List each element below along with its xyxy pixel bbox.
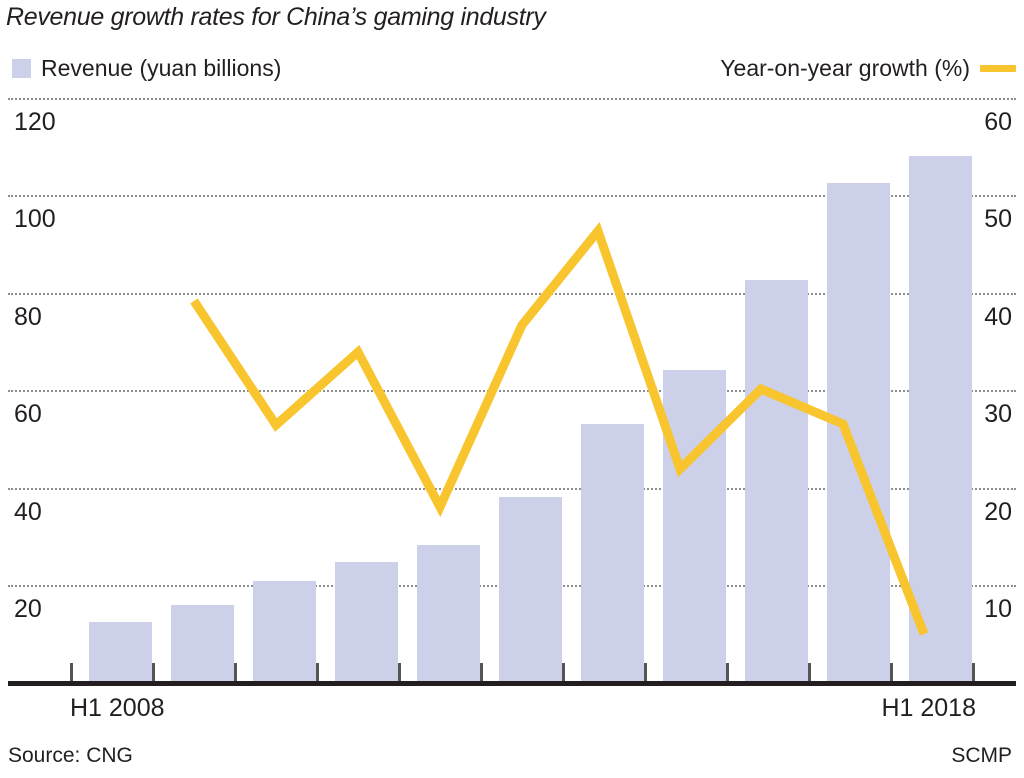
- bar-h1-2018: [909, 156, 972, 681]
- y-axis-tick-left-1: 100: [14, 205, 56, 233]
- y-axis-tick-right-5: 10: [984, 595, 1012, 623]
- bar-h1-2010: [253, 581, 316, 681]
- x-axis-tick: [316, 663, 319, 681]
- source-note: Source: CNG: [8, 744, 133, 767]
- page-title: Revenue growth rates for China’s gaming …: [6, 3, 546, 31]
- y-axis-tick-left-5: 20: [14, 595, 42, 623]
- y-axis-tick-right-3: 30: [984, 400, 1012, 428]
- legend-item-revenue: Revenue (yuan billions): [12, 55, 281, 82]
- x-axis-label-start: H1 2008: [70, 694, 165, 722]
- legend-item-growth: Year-on-year growth (%): [720, 55, 1016, 82]
- x-axis-tick: [398, 663, 401, 681]
- legend-label-revenue: Revenue (yuan billions): [41, 55, 282, 81]
- x-axis-tick: [562, 663, 565, 681]
- x-axis-tick: [480, 663, 483, 681]
- x-axis-tick: [972, 663, 975, 681]
- gridline-40-20: [8, 488, 1016, 490]
- x-axis-label-end: H1 2018: [881, 694, 976, 722]
- bar-h1-2013: [499, 497, 562, 681]
- bar-h1-2012: [417, 545, 480, 681]
- legend-line-icon: [980, 65, 1016, 72]
- gridline-60-30: [8, 390, 1016, 392]
- bar-h1-2016: [745, 280, 808, 681]
- brand-watermark: SCMP: [951, 744, 1012, 767]
- x-axis-tick: [644, 663, 647, 681]
- y-axis-tick-right-1: 50: [984, 205, 1012, 233]
- y-axis-tick-left-0: 120: [14, 108, 56, 136]
- y-axis-tick-right-0: 60: [984, 108, 1012, 136]
- bar-h1-2011: [335, 562, 398, 681]
- y-axis-tick-left-4: 40: [14, 498, 42, 526]
- x-axis-tick: [890, 663, 893, 681]
- y-axis-tick-left-2: 80: [14, 303, 42, 331]
- bar-h1-2014: [581, 424, 644, 681]
- gridline-20-10: [8, 585, 1016, 587]
- legend-swatch-icon: [12, 59, 31, 78]
- x-axis-tick: [152, 663, 155, 681]
- gridline-100-50: [8, 195, 1016, 197]
- y-axis-tick-right-4: 20: [984, 498, 1012, 526]
- gridline-120-60: [8, 98, 1016, 100]
- x-axis-baseline: [8, 681, 1016, 686]
- bar-h1-2017: [827, 183, 890, 681]
- bar-h1-2015: [663, 370, 726, 681]
- bar-h1-2008: [89, 622, 152, 681]
- legend-label-growth: Year-on-year growth (%): [720, 55, 970, 81]
- y-axis-tick-left-3: 60: [14, 400, 42, 428]
- bar-h1-2009: [171, 605, 234, 681]
- x-axis-tick: [234, 663, 237, 681]
- x-axis-tick: [726, 663, 729, 681]
- y-axis-tick-right-2: 40: [984, 303, 1012, 331]
- x-axis-tick: [70, 663, 73, 681]
- gridline-80-40: [8, 293, 1016, 295]
- x-axis-tick: [808, 663, 811, 681]
- chart-legend: Revenue (yuan billions) Year-on-year gro…: [0, 55, 1024, 91]
